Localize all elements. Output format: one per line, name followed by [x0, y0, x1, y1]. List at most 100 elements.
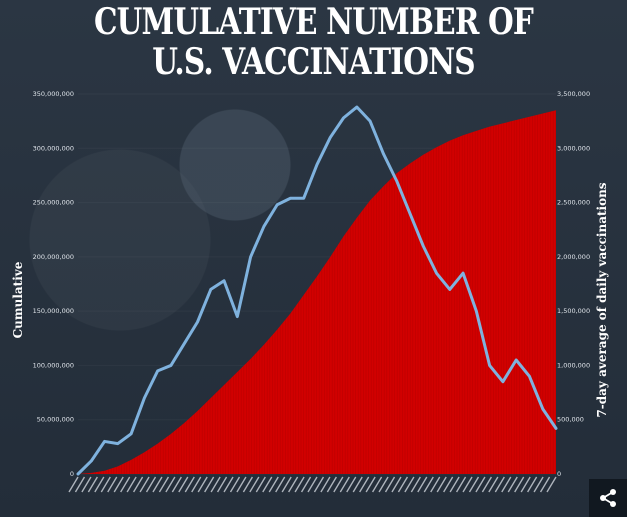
x-tick-mark	[514, 476, 525, 493]
right-tick-label: 3,500,000	[557, 90, 590, 98]
x-tick-mark	[145, 476, 157, 493]
x-tick-mark	[527, 476, 538, 493]
x-tick-mark	[81, 476, 92, 493]
x-tick-mark	[152, 476, 163, 493]
x-tick-mark	[539, 476, 551, 493]
cumulative-area	[78, 110, 556, 475]
right-tick-label: 0	[557, 470, 561, 478]
x-tick-mark	[184, 476, 195, 493]
x-tick-mark	[443, 476, 454, 493]
x-tick-mark	[494, 476, 505, 493]
x-tick-mark	[281, 476, 292, 493]
x-tick-mark	[339, 476, 350, 493]
x-tick-mark	[294, 476, 305, 493]
x-tick-mark	[223, 476, 234, 493]
x-tick-mark	[242, 476, 254, 493]
x-tick-mark	[352, 476, 363, 493]
x-tick-mark	[417, 476, 428, 493]
x-tick-mark	[216, 476, 228, 493]
x-tick-mark	[488, 476, 499, 493]
x-tick-mark	[94, 476, 105, 493]
x-tick-mark	[475, 476, 486, 493]
x-tick-mark	[346, 476, 357, 493]
x-tick-mark	[74, 476, 86, 493]
x-tick-mark	[423, 476, 434, 493]
x-tick-mark	[384, 476, 396, 493]
right-tick-label: 2,000,000	[557, 253, 590, 261]
x-tick-mark	[462, 476, 473, 493]
left-tick-label: 250,000,000	[33, 199, 74, 207]
x-tick-mark	[404, 476, 415, 493]
left-axis-label: Cumulative	[11, 261, 25, 338]
x-tick-mark	[275, 476, 286, 493]
x-tick-mark	[430, 476, 441, 493]
daily-average-line	[76, 105, 558, 476]
x-tick-mark	[288, 476, 299, 493]
daily-line-layer	[76, 105, 558, 476]
x-tick-mark	[107, 476, 118, 493]
x-tick-mark	[326, 476, 337, 493]
right-tick-label: 1,000,000	[557, 361, 590, 369]
x-tick-mark	[87, 476, 98, 493]
x-tick-mark	[229, 476, 241, 493]
x-tick-mark	[249, 476, 260, 493]
chart-title: CUMULATIVE NUMBER OF U.S. VACCINATIONS	[56, 2, 570, 82]
x-tick-mark	[268, 476, 279, 493]
x-tick-mark	[139, 476, 150, 493]
x-tick-mark	[507, 476, 518, 493]
title-line-1: CUMULATIVE NUMBER OF	[93, 1, 534, 43]
x-tick-mark	[178, 476, 189, 493]
x-tick-mark	[365, 476, 376, 493]
x-tick-mark	[132, 476, 144, 493]
left-tick-label: 150,000,000	[33, 307, 74, 315]
x-tick-mark	[397, 476, 409, 493]
x-tick-mark	[481, 476, 493, 493]
title-line-2: U.S. VACCINATIONS	[152, 41, 475, 83]
left-tick-label: 100,000,000	[33, 361, 74, 369]
x-tick-mark	[236, 476, 247, 493]
x-axis-ticks	[68, 476, 557, 493]
x-tick-mark	[391, 476, 402, 493]
x-tick-mark	[410, 476, 421, 493]
left-tick-label: 0	[70, 470, 74, 478]
x-tick-mark	[68, 476, 79, 493]
x-tick-mark	[210, 476, 221, 493]
left-tick-label: 200,000,000	[33, 253, 74, 261]
x-tick-mark	[255, 476, 266, 493]
x-tick-mark	[191, 476, 202, 493]
share-icon	[600, 489, 616, 507]
x-tick-mark	[359, 476, 370, 493]
x-tick-mark	[171, 476, 182, 493]
x-tick-mark	[313, 476, 325, 493]
x-tick-mark	[468, 476, 480, 493]
share-button[interactable]	[589, 479, 627, 517]
right-axis-ticks: 0 500,000 1,000,000 1,500,000 2,000,000 2,500…	[557, 90, 590, 478]
x-tick-mark	[501, 476, 512, 493]
x-tick-mark	[113, 476, 124, 493]
left-tick-label: 350,000,000	[33, 90, 74, 98]
x-tick-mark	[158, 476, 170, 493]
x-tick-mark	[307, 476, 318, 493]
x-tick-mark	[455, 476, 467, 493]
left-tick-label: 50,000,000	[37, 416, 74, 424]
x-tick-mark	[165, 476, 176, 493]
x-tick-mark	[197, 476, 208, 493]
left-axis-ticks: 0 50,000,000 100,000,000 150,000,000 200,000…	[33, 90, 74, 478]
x-tick-mark	[100, 476, 111, 493]
x-tick-mark	[126, 476, 137, 493]
right-tick-label: 500,000	[557, 416, 584, 424]
right-tick-label: 1,500,000	[557, 307, 590, 315]
x-tick-mark	[546, 476, 557, 493]
x-tick-mark	[449, 476, 460, 493]
x-tick-mark	[520, 476, 531, 493]
x-tick-mark	[320, 476, 331, 493]
x-tick-mark	[378, 476, 389, 493]
x-tick-mark	[533, 476, 544, 493]
x-tick-mark	[204, 476, 215, 493]
x-tick-mark	[333, 476, 344, 493]
left-tick-label: 300,000,000	[33, 144, 74, 152]
x-tick-mark	[371, 476, 383, 493]
cumulative-area-layer	[78, 110, 556, 475]
x-tick-mark	[262, 476, 273, 493]
